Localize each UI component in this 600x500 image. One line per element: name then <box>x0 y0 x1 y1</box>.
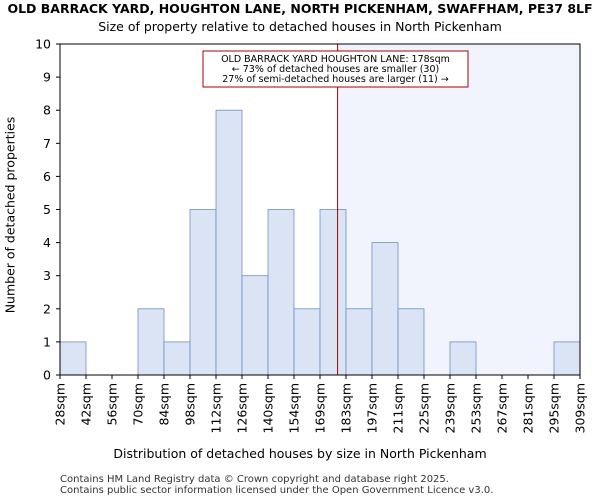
x-axis-ticks: 28sqm 42sqm 56sqm 70sqm 84sqm 98sqm 112sqm 126s… <box>53 375 588 433</box>
x-tick-label-169sqm: 169sqm <box>313 383 328 433</box>
x-tick-label-295sqm: 295sqm <box>547 383 562 433</box>
bar-70sqm <box>137 308 165 376</box>
annotation-line-1: OLD BARRACK YARD HOUGHTON LANE: 178sqm <box>221 54 450 65</box>
bar-169sqm <box>319 209 347 376</box>
x-tick-label-56sqm: 56sqm <box>105 383 120 426</box>
footer-licence: Contains public sector information licen… <box>60 485 494 496</box>
x-tick-label-154sqm: 154sqm <box>287 383 302 433</box>
x-tick-label-253sqm: 253sqm <box>469 383 484 433</box>
chart-title: OLD BARRACK YARD, HOUGHTON LANE, NORTH P… <box>7 1 593 16</box>
y-tick-label-9: 9 <box>43 70 51 85</box>
y-tick-label-8: 8 <box>43 103 51 118</box>
bar-140sqm <box>267 209 295 376</box>
y-tick-label-1: 1 <box>43 334 51 349</box>
x-tick-label-267sqm: 267sqm <box>495 383 510 433</box>
x-tick-label-70sqm: 70sqm <box>131 383 146 426</box>
bar-98sqm <box>189 209 217 376</box>
bar-126sqm <box>241 275 269 376</box>
x-tick-label-183sqm: 183sqm <box>339 383 354 433</box>
bar-211sqm <box>397 308 425 376</box>
y-tick-label-7: 7 <box>43 136 51 151</box>
x-tick-label-197sqm: 197sqm <box>365 383 380 433</box>
x-tick-label-309sqm: 309sqm <box>573 383 588 433</box>
x-tick-label-84sqm: 84sqm <box>157 383 172 426</box>
y-tick-label-2: 2 <box>43 301 51 316</box>
annotation-line-2: ← 73% of detached houses are smaller (30… <box>232 64 439 75</box>
bar-28sqm <box>59 341 87 376</box>
bar-295sqm <box>553 341 581 376</box>
x-tick-label-140sqm: 140sqm <box>261 383 276 433</box>
bar-197sqm <box>371 242 399 376</box>
bar-84sqm <box>163 341 191 376</box>
bar-112sqm <box>215 109 243 376</box>
chart-subtitle: Size of property relative to detached ho… <box>98 19 502 34</box>
y-tick-label-6: 6 <box>43 169 51 184</box>
annotation-box: OLD BARRACK YARD HOUGHTON LANE: 178sqm ←… <box>202 50 469 88</box>
x-tick-label-239sqm: 239sqm <box>443 383 458 433</box>
bars-group <box>59 109 581 376</box>
footer-copyright: Contains HM Land Registry data © Crown c… <box>60 474 449 485</box>
y-tick-label-3: 3 <box>43 268 51 283</box>
x-tick-label-211sqm: 211sqm <box>391 383 406 433</box>
bar-154sqm <box>293 308 321 376</box>
x-tick-label-126sqm: 126sqm <box>235 383 250 433</box>
y-axis-ticks: 0 1 2 3 4 5 6 7 8 9 10 <box>35 37 60 383</box>
y-tick-label-10: 10 <box>35 37 51 52</box>
x-tick-label-281sqm: 281sqm <box>521 383 536 433</box>
x-tick-label-112sqm: 112sqm <box>209 383 224 433</box>
bar-239sqm <box>449 341 477 376</box>
y-tick-label-5: 5 <box>43 202 51 217</box>
x-tick-label-28sqm: 28sqm <box>53 383 68 426</box>
x-tick-label-42sqm: 42sqm <box>79 383 94 426</box>
x-tick-label-225sqm: 225sqm <box>417 383 432 433</box>
annotation-line-3: 27% of semi-detached houses are larger (… <box>222 74 449 85</box>
bar-183sqm <box>345 308 373 376</box>
annotation-border <box>202 50 469 88</box>
x-axis-label: Distribution of detached houses by size … <box>113 446 487 461</box>
y-tick-label-0: 0 <box>43 368 51 383</box>
x-tick-label-98sqm: 98sqm <box>183 383 198 426</box>
y-tick-label-4: 4 <box>43 235 51 250</box>
